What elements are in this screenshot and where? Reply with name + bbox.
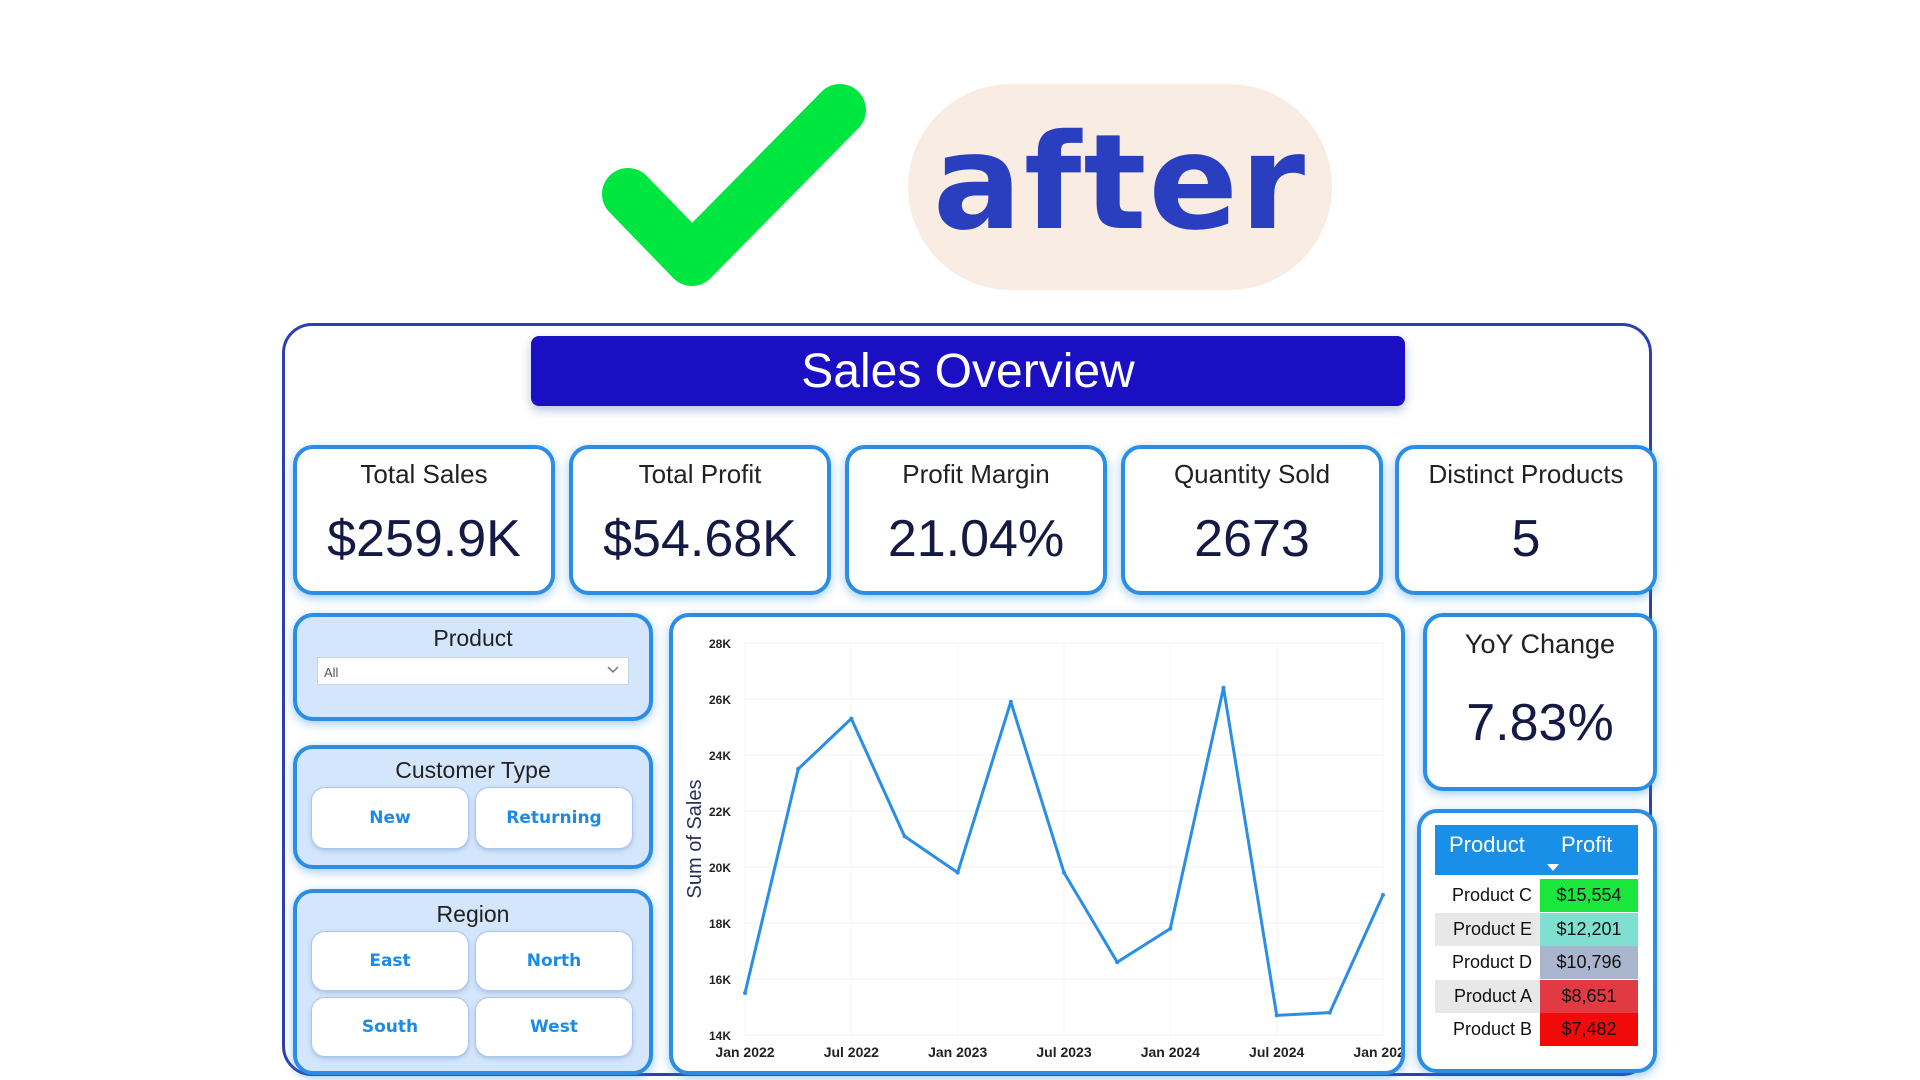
kpi-value: 2673 [1194,510,1310,568]
table-cell-product: Product D [1451,952,1532,972]
table-cell-product: Product B [1452,1019,1532,1039]
data-point [1327,1010,1332,1015]
data-point [1062,870,1066,875]
yoy-label: YoY Change [1464,629,1616,659]
data-point [902,834,907,839]
kpi-value: $54.68K [603,510,797,568]
data-point [955,870,960,875]
data-point [1008,699,1013,704]
kpi-value: 5 [1511,510,1541,568]
kpi-label: Total Profit [638,459,762,489]
table-cell-profit: $12,201 [1540,912,1638,946]
table-cell-profit: $15,554 [1540,879,1638,912]
checkmark-icon [602,84,866,286]
data-point [1115,960,1120,965]
y-tick-label: 18K [709,917,731,931]
x-tick-label: Jan 2023 [928,1044,987,1060]
sales-line-chart: 14K 16K 18K 20K 22K 24K 26K 28K Jan 2022 Jul 2022… [684,637,1401,1060]
product-slicer: Product All [293,613,653,721]
dashboard-panel: Sales Overview Total Sales $259.9K Total… [282,323,1657,1076]
customer-type-returning-button[interactable]: Returning [475,787,633,849]
y-tick-label: 26K [709,693,731,707]
profit-table-card: Product Profit Product C $15,554 Product E… [1417,809,1657,1073]
product-dropdown[interactable]: All [317,657,629,685]
yoy-value: 7.83% [1466,694,1614,752]
table-row[interactable]: Product D $10,796 [1435,946,1638,979]
x-tick-label: Jul 2022 [824,1044,879,1060]
x-tick-label: Jul 2023 [1036,1044,1091,1060]
product-slicer-title: Product [433,625,513,651]
region-north-button[interactable]: North [475,931,633,991]
region-south-button[interactable]: South [311,997,469,1057]
dashboard-title: Sales Overview [801,344,1135,398]
data-point [1168,926,1173,931]
data-point [1274,1013,1279,1018]
kpi-card-distinct-products: Distinct Products 5 [1395,445,1657,595]
sales-line-chart-card: 14K 16K 18K 20K 22K 24K 26K 28K Jan 2022 Jul 2022… [669,613,1405,1075]
customer-type-slicer-title: Customer Type [395,757,551,783]
y-tick-label: 14K [709,1029,731,1043]
table-row[interactable]: Product B $7,482 [1435,1013,1638,1046]
table-row[interactable]: Product C $15,554 [1435,879,1638,912]
after-badge: after [908,84,1332,290]
table-cell-profit: $8,651 [1540,979,1638,1013]
y-tick-label: 22K [709,805,731,819]
data-point [743,991,747,995]
region-east-button[interactable]: East [311,931,469,991]
table-row[interactable]: Product E $12,201 [1435,912,1638,946]
table-header: Product Profit [1435,825,1638,875]
y-tick-label: 24K [709,749,731,763]
table-cell-product: Product A [1453,985,1532,1006]
y-tick-label: 20K [709,861,731,875]
customer-type-new-button[interactable]: New [311,787,469,849]
column-header-product[interactable]: Product [1449,832,1525,857]
kpi-card-total-sales: Total Sales $259.9K [293,445,555,595]
table-cell-profit: $7,482 [1540,1013,1638,1046]
column-header-profit[interactable]: Profit [1561,832,1613,857]
y-tick-label: 16K [709,973,731,987]
data-point [1381,893,1385,897]
sort-descending-icon [1547,864,1559,871]
y-axis-label: Sum of Sales [684,780,706,899]
table-cell-profit: $10,796 [1540,946,1638,979]
product-dropdown-value: All [324,665,339,680]
kpi-label: Quantity Sold [1173,459,1331,489]
customer-type-slicer: Customer Type New Returning [293,745,653,869]
table-cell-product: Product C [1451,885,1532,905]
data-point [1221,685,1226,690]
x-tick-label: Jan 2024 [1141,1044,1200,1060]
x-tick-label: Jan 2022 [715,1044,774,1060]
kpi-label: Distinct Products [1428,459,1624,489]
table-cell-product: Product E [1452,918,1532,939]
after-label: after [932,106,1308,260]
x-tick-label: Jan 2025 [1353,1044,1401,1060]
chevron-down-icon [607,666,619,674]
kpi-card-quantity-sold: Quantity Sold 2673 [1121,445,1383,595]
kpi-value: $259.9K [327,510,521,568]
region-west-button[interactable]: West [475,997,633,1057]
region-slicer: Region East North South West [293,889,653,1075]
kpi-value: 21.04% [887,510,1065,568]
data-point [796,767,801,771]
dashboard-title-bar: Sales Overview [531,336,1405,406]
kpi-card-profit-margin: Profit Margin 21.04% [845,445,1107,595]
x-tick-label: Jul 2024 [1249,1044,1304,1060]
yoy-change-card: YoY Change 7.83% [1423,613,1657,791]
table-row[interactable]: Product A $8,651 [1435,979,1638,1013]
data-point [849,716,854,721]
region-slicer-title: Region [436,901,510,927]
kpi-label: Total Sales [360,459,488,489]
kpi-label: Profit Margin [902,459,1050,489]
y-tick-label: 28K [709,637,731,651]
kpi-card-total-profit: Total Profit $54.68K [569,445,831,595]
